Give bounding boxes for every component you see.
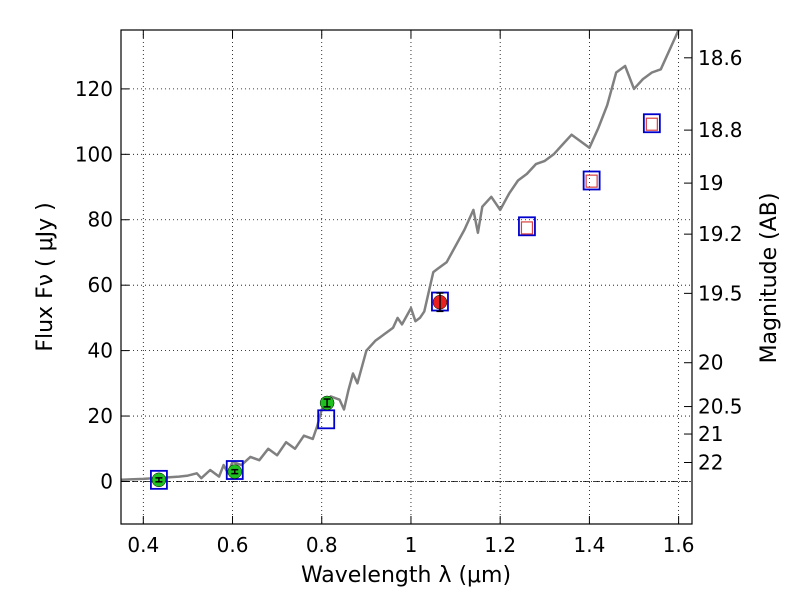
x-tick-label: 0.4 xyxy=(127,533,159,557)
right-axis-title: Magnitude (AB) xyxy=(757,193,782,364)
y-tick-label: 80 xyxy=(88,208,113,232)
mag-tick-label: 20 xyxy=(698,351,723,375)
plot-background xyxy=(121,30,692,524)
model-band-flux-marker xyxy=(317,409,336,430)
y-tick-label: 60 xyxy=(88,273,113,297)
mag-tick-label: 18.8 xyxy=(698,118,743,142)
mag-tick-label: 21 xyxy=(698,422,723,446)
mag-tick-label: 19.5 xyxy=(698,281,743,305)
upper-limits-marker xyxy=(645,117,658,131)
grid xyxy=(121,30,692,524)
x-axis-title: Wavelength λ (μm) xyxy=(301,563,511,588)
model-band-flux-marker xyxy=(642,113,661,134)
y-tick-label: 100 xyxy=(75,142,113,166)
plot-frame xyxy=(120,29,693,525)
x-tick-label: 1 xyxy=(405,533,418,557)
y-tick-label: 20 xyxy=(88,404,113,428)
y-tick-label: 0 xyxy=(100,469,113,493)
y-axis-title: Flux Fν ( μJy ) xyxy=(33,202,58,351)
series-group xyxy=(120,29,680,490)
ticks: 0.4 0.6 0.8 1 1.2 1.4 1.6 0 20 40 60 80 100 120 18.6 18… xyxy=(75,30,743,557)
model-band-flux-marker xyxy=(150,469,168,490)
y-tick-label: 40 xyxy=(88,339,113,363)
mag-tick-label: 20.5 xyxy=(698,395,743,419)
x-tick-label: 0.8 xyxy=(306,533,338,557)
model-band-flux-marker xyxy=(225,460,244,480)
upper-limits-marker xyxy=(520,221,534,235)
y-tick-label: 120 xyxy=(75,77,113,101)
mag-tick-label: 19.2 xyxy=(698,222,743,246)
mag-tick-label: 22 xyxy=(698,450,723,474)
x-tick-label: 1.6 xyxy=(663,533,695,557)
mag-tick-label: 19 xyxy=(698,171,723,195)
model-spectrum-line xyxy=(120,29,680,482)
upper-limits-marker xyxy=(585,174,598,188)
model-band-flux-marker xyxy=(518,216,536,237)
x-tick-label: 1.4 xyxy=(573,533,605,557)
mag-tick-label: 18.6 xyxy=(698,46,743,70)
x-tick-label: 0.6 xyxy=(217,533,249,557)
model-band-flux-marker xyxy=(582,170,601,191)
x-tick-label: 1.2 xyxy=(484,533,516,557)
